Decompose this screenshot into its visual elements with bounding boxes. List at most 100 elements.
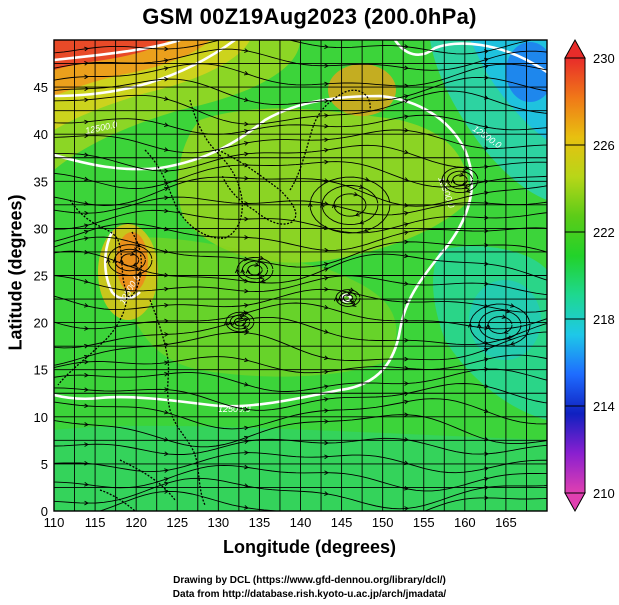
stream-arrow [404, 299, 409, 305]
y-tick-label: 35 [34, 174, 48, 189]
plot-frame [53, 39, 548, 512]
stream-arrow [324, 159, 329, 165]
credit-drawing: Drawing by DCL (https://www.gfd-dennou.o… [173, 575, 446, 586]
streamline [54, 209, 547, 234]
stream-arrow [403, 98, 409, 104]
stream-arrow [244, 288, 249, 294]
streamline [54, 114, 547, 135]
y-tick-labels: 0 5 10 15 20 25 30 35 40 45 [34, 80, 48, 519]
stream-arrow [333, 296, 339, 302]
stream-arrow [404, 506, 409, 511]
contour-label-5: 12500.0 [218, 404, 251, 414]
streamline [54, 302, 547, 330]
stream-arrow [404, 44, 409, 49]
stream-arrow [244, 216, 249, 222]
streamline [54, 196, 547, 216]
streamline [54, 40, 535, 55]
stream-arrow [324, 491, 329, 496]
stream-arrow [307, 202, 313, 208]
stream-arrow [323, 329, 329, 334]
stream-arrow [84, 326, 89, 331]
stream-arrow [84, 210, 89, 216]
stream-arrow [244, 450, 249, 455]
stream-arrow [163, 186, 169, 192]
stream-arrow [164, 409, 169, 415]
stream-arrow [232, 320, 237, 326]
streamline [54, 275, 547, 295]
stream-arrow [324, 419, 329, 424]
stream-arrow [244, 34, 248, 38]
stream-arrow [404, 356, 409, 362]
colorbar-tick-label: 214 [593, 399, 615, 414]
stream-arrow [324, 369, 329, 375]
stream-arrow [84, 387, 89, 392]
streamline [54, 383, 547, 411]
stream-arrow [363, 227, 369, 233]
stream-arrow [404, 253, 409, 259]
x-tick-label: 145 [331, 515, 353, 530]
x-tick-label: 115 [85, 515, 106, 530]
y-axis-label: Latitude (degrees) [5, 194, 26, 351]
stream-arrow [164, 76, 169, 82]
stream-arrow [164, 468, 169, 473]
stream-arrow [164, 451, 169, 456]
stream-arrow [244, 175, 249, 181]
stream-arrow [459, 172, 465, 177]
stream-arrow [164, 208, 169, 214]
x-tick-label: 120 [125, 515, 147, 530]
streamline [54, 76, 547, 105]
stream-arrow [461, 169, 467, 174]
stream-arrow [84, 74, 89, 80]
stream-arrow [244, 151, 249, 157]
stream-arrow [84, 119, 89, 125]
stream-arrow [164, 360, 169, 366]
stream-arrow [404, 211, 409, 216]
stream-arrow [404, 338, 409, 343]
stream-arrow [240, 268, 245, 274]
stream-arrow [324, 123, 329, 129]
stream-arrow [404, 399, 409, 405]
stream-arrow [242, 310, 248, 315]
stream-arrow [84, 303, 89, 308]
credit-data-source: Data from http://database.rish.kyoto-u.a… [172, 589, 447, 600]
y-tick-label: 10 [34, 410, 48, 425]
stream-arrow [324, 247, 329, 253]
chart-title: GSM 00Z19Aug2023 (200.0hPa) [142, 4, 477, 29]
y-tick-label: 45 [34, 80, 48, 95]
stream-arrow [164, 371, 169, 377]
map-plot-area: 12500.0 12500.0 12500.0 12500.0 12500.0 [54, 34, 547, 511]
stream-arrow [324, 470, 329, 476]
y-tick-label: 0 [41, 504, 48, 519]
stream-arrow [404, 381, 409, 386]
x-tick-label: 155 [413, 515, 435, 530]
stream-arrow [404, 94, 409, 99]
stream-arrow [243, 382, 249, 387]
stream-arrow [324, 275, 329, 281]
streamline [54, 63, 547, 87]
streamline [54, 437, 547, 455]
colorbar-tick-label: 210 [593, 486, 615, 501]
stream-arrow [164, 46, 169, 52]
stream-arrow [324, 440, 329, 446]
stream-arrow [164, 303, 169, 308]
stream-arrow [243, 97, 249, 102]
colorbar-tick-label: 226 [593, 138, 615, 153]
stream-arrow [164, 286, 169, 292]
stream-arrow [465, 188, 471, 193]
stream-arrow [337, 296, 343, 302]
streamline [54, 354, 547, 374]
stream-arrow [260, 278, 266, 283]
stream-arrow [404, 222, 409, 227]
stream-arrow [244, 357, 249, 363]
stream-arrow [84, 249, 89, 255]
x-tick-label: 135 [249, 515, 271, 530]
y-tick-label: 40 [34, 127, 48, 142]
stream-arrow [324, 98, 329, 104]
streamline [54, 331, 547, 366]
stream-arrow [324, 397, 329, 402]
stream-arrow [467, 322, 473, 328]
stream-arrow [324, 355, 329, 361]
stream-arrow [84, 343, 89, 349]
stream-arrow [164, 66, 169, 71]
